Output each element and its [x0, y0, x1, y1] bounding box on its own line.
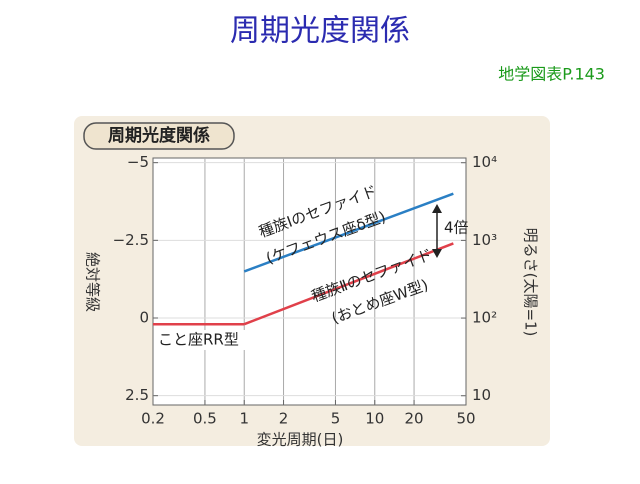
x-tick-label: 5: [331, 410, 341, 428]
series-line: [243, 192, 454, 273]
y-tick-label: −5: [127, 153, 149, 171]
x-tick-label: 0.5: [193, 410, 217, 428]
y2-tick-label: 10: [472, 386, 491, 404]
y2-tick-label: 10³: [472, 231, 497, 249]
x-tick-label: 50: [456, 410, 475, 428]
series-line: [243, 242, 454, 326]
y2-axis-title: 明るさ(太陽=1): [522, 228, 540, 337]
y2-tick-label: 10⁴: [472, 153, 497, 171]
chart-title: 周期光度関係: [108, 125, 210, 146]
x-tick-label: 20: [405, 410, 424, 428]
source: 地学図表P.143: [498, 65, 605, 84]
slide-title: 周期光度関係: [230, 14, 410, 49]
x-tick-label: 10: [365, 410, 384, 428]
series-label: こと座RR型: [158, 331, 239, 349]
y-tick-label: −2.5: [113, 231, 149, 249]
x-tick-label: 1: [239, 410, 249, 428]
y2-tick-label: 10²: [472, 309, 497, 327]
x-tick-label: 0.2: [141, 410, 165, 428]
x-tick-label: 2: [279, 410, 289, 428]
label-bg: [156, 330, 268, 350]
annotation: 4倍: [444, 219, 469, 237]
y-tick-label: 0: [139, 309, 149, 327]
y-tick-label: 2.5: [125, 386, 149, 404]
chart-label-box: [83, 122, 235, 150]
y-axis-title: 絶対等級: [84, 252, 102, 312]
x-axis-title: 変光周期(日): [257, 431, 344, 449]
